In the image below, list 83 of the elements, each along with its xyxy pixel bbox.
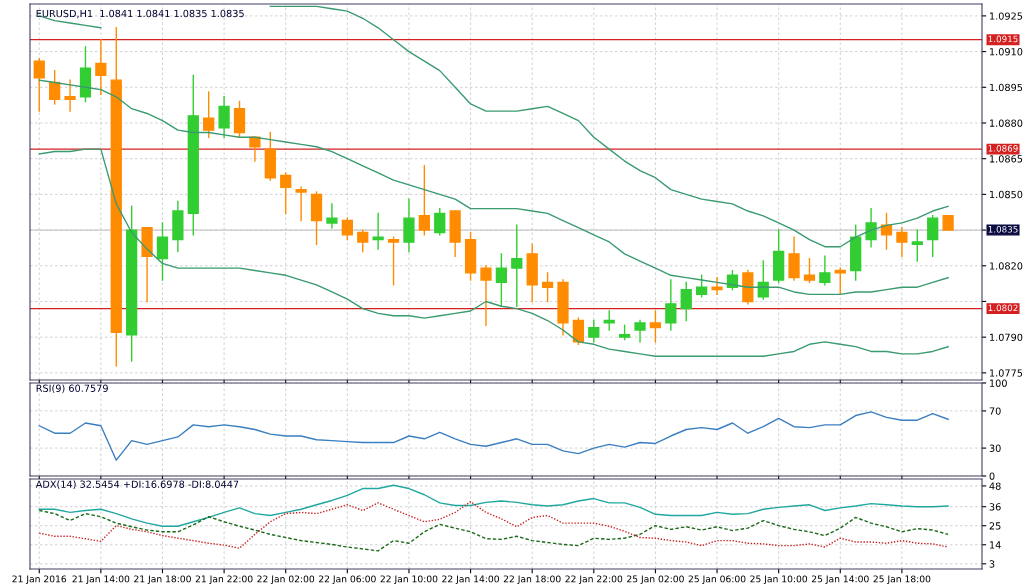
y-tick-label: 1.0820 (990, 262, 1023, 270)
x-tick-label: 25 Jan 06:00 (688, 575, 746, 585)
y-tick-label: 1.0910 (990, 48, 1023, 56)
ref-line-label: 1.0869 (988, 145, 1018, 152)
candlestick (33, 58, 45, 112)
x-tick-label: 22 Jan 18:00 (503, 575, 561, 585)
y-tick-label: 36 (989, 503, 1001, 511)
x-tick-label: 25 Jan 14:00 (811, 575, 869, 585)
x-tick-label: 21 Jan 14:00 (72, 575, 130, 585)
y-tick-label: 1.0850 (990, 190, 1023, 199)
candlestick (95, 39, 107, 96)
y-tick-label: 25 (989, 522, 1001, 530)
x-tick-label: 22 Jan 06:00 (318, 575, 376, 585)
y-tick-label: 100 (990, 379, 1007, 387)
candlestick (634, 319, 646, 343)
x-tick-label: 22 Jan 10:00 (380, 575, 438, 585)
candlestick (280, 172, 292, 215)
y-tick-label: 1.0775 (990, 369, 1023, 377)
candlestick (603, 310, 615, 331)
chart-title: RSI(9) 60.7579 (36, 384, 108, 394)
candlestick (295, 186, 307, 222)
candlestick (541, 272, 554, 303)
candlestick (834, 267, 846, 296)
y-tick-label: 48 (989, 482, 1001, 490)
candlestick (480, 265, 492, 326)
x-tick-label: 22 Jan 22:00 (565, 575, 623, 585)
candlestick (649, 310, 662, 343)
candlestick (511, 224, 523, 307)
line-series (38, 500, 949, 549)
x-tick-label: 25 Jan 02:00 (627, 575, 684, 585)
x-tick-label: 25 Jan 18:00 (873, 575, 931, 585)
y-tick-label: 1.0865 (990, 155, 1023, 163)
candlestick (680, 281, 692, 322)
candlestick (865, 207, 877, 248)
line-series (38, 509, 949, 552)
x-tick-label: 21 Jan 2016 (12, 575, 67, 585)
ref-line-label: 1.0802 (988, 304, 1018, 312)
y-tick-label: 30 (989, 444, 1001, 452)
y-tick-label: 1.0790 (990, 333, 1023, 341)
candlestick (711, 276, 723, 296)
candlestick (495, 253, 508, 307)
x-tick-label: 22 Jan 14:00 (442, 575, 499, 585)
candlestick (434, 207, 446, 236)
candlestick (819, 255, 831, 286)
y-tick-label: 3 (989, 560, 995, 568)
candlestick (326, 203, 338, 229)
candlestick (203, 91, 215, 138)
candlestick (572, 317, 585, 345)
candlestick (233, 100, 246, 138)
x-tick-label: 21 Jan 22:00 (195, 575, 253, 585)
y-tick-label: 1.0925 (990, 12, 1023, 20)
candlestick (788, 236, 800, 281)
candlestick (341, 217, 353, 241)
x-tick-label: 22 Jan 02:00 (257, 575, 315, 585)
ref-line-label: 1.0835 (988, 226, 1018, 233)
candlestick (880, 212, 893, 250)
x-tick-label: 21 Jan 18:00 (134, 575, 191, 585)
line-series (38, 148, 949, 357)
ref-line-label: 1.0915 (988, 35, 1018, 43)
candlestick (156, 222, 169, 281)
candlestick (357, 229, 369, 253)
candlestick (218, 96, 230, 138)
candlestick (588, 319, 600, 343)
x-tick-label: 25 Jan 10:00 (750, 575, 808, 585)
y-tick-label: 1.0880 (990, 119, 1023, 127)
line-series (38, 411, 949, 461)
candlestick (896, 227, 908, 257)
chart-title: ADX(14) 32.5454 +DI:16.6978 -DI:8.0447 (35, 480, 239, 490)
candlestick (803, 257, 816, 284)
y-tick-label: 70 (989, 407, 1001, 415)
candlestick (696, 274, 708, 298)
y-tick-label: 14 (990, 541, 1001, 549)
candlestick (665, 279, 677, 331)
text: EURUSD,H1 1.0841 1.0841 1.0835 1.0835 (36, 9, 244, 19)
candlestick (418, 165, 430, 236)
candlestick (911, 229, 923, 262)
candlestick (403, 198, 415, 253)
y-tick-label: 0 (989, 472, 995, 480)
candlestick (49, 69, 61, 105)
y-tick-label: 1.0895 (990, 83, 1023, 92)
candlestick (927, 215, 939, 257)
candlestick (387, 236, 400, 286)
candlestick (64, 79, 76, 112)
